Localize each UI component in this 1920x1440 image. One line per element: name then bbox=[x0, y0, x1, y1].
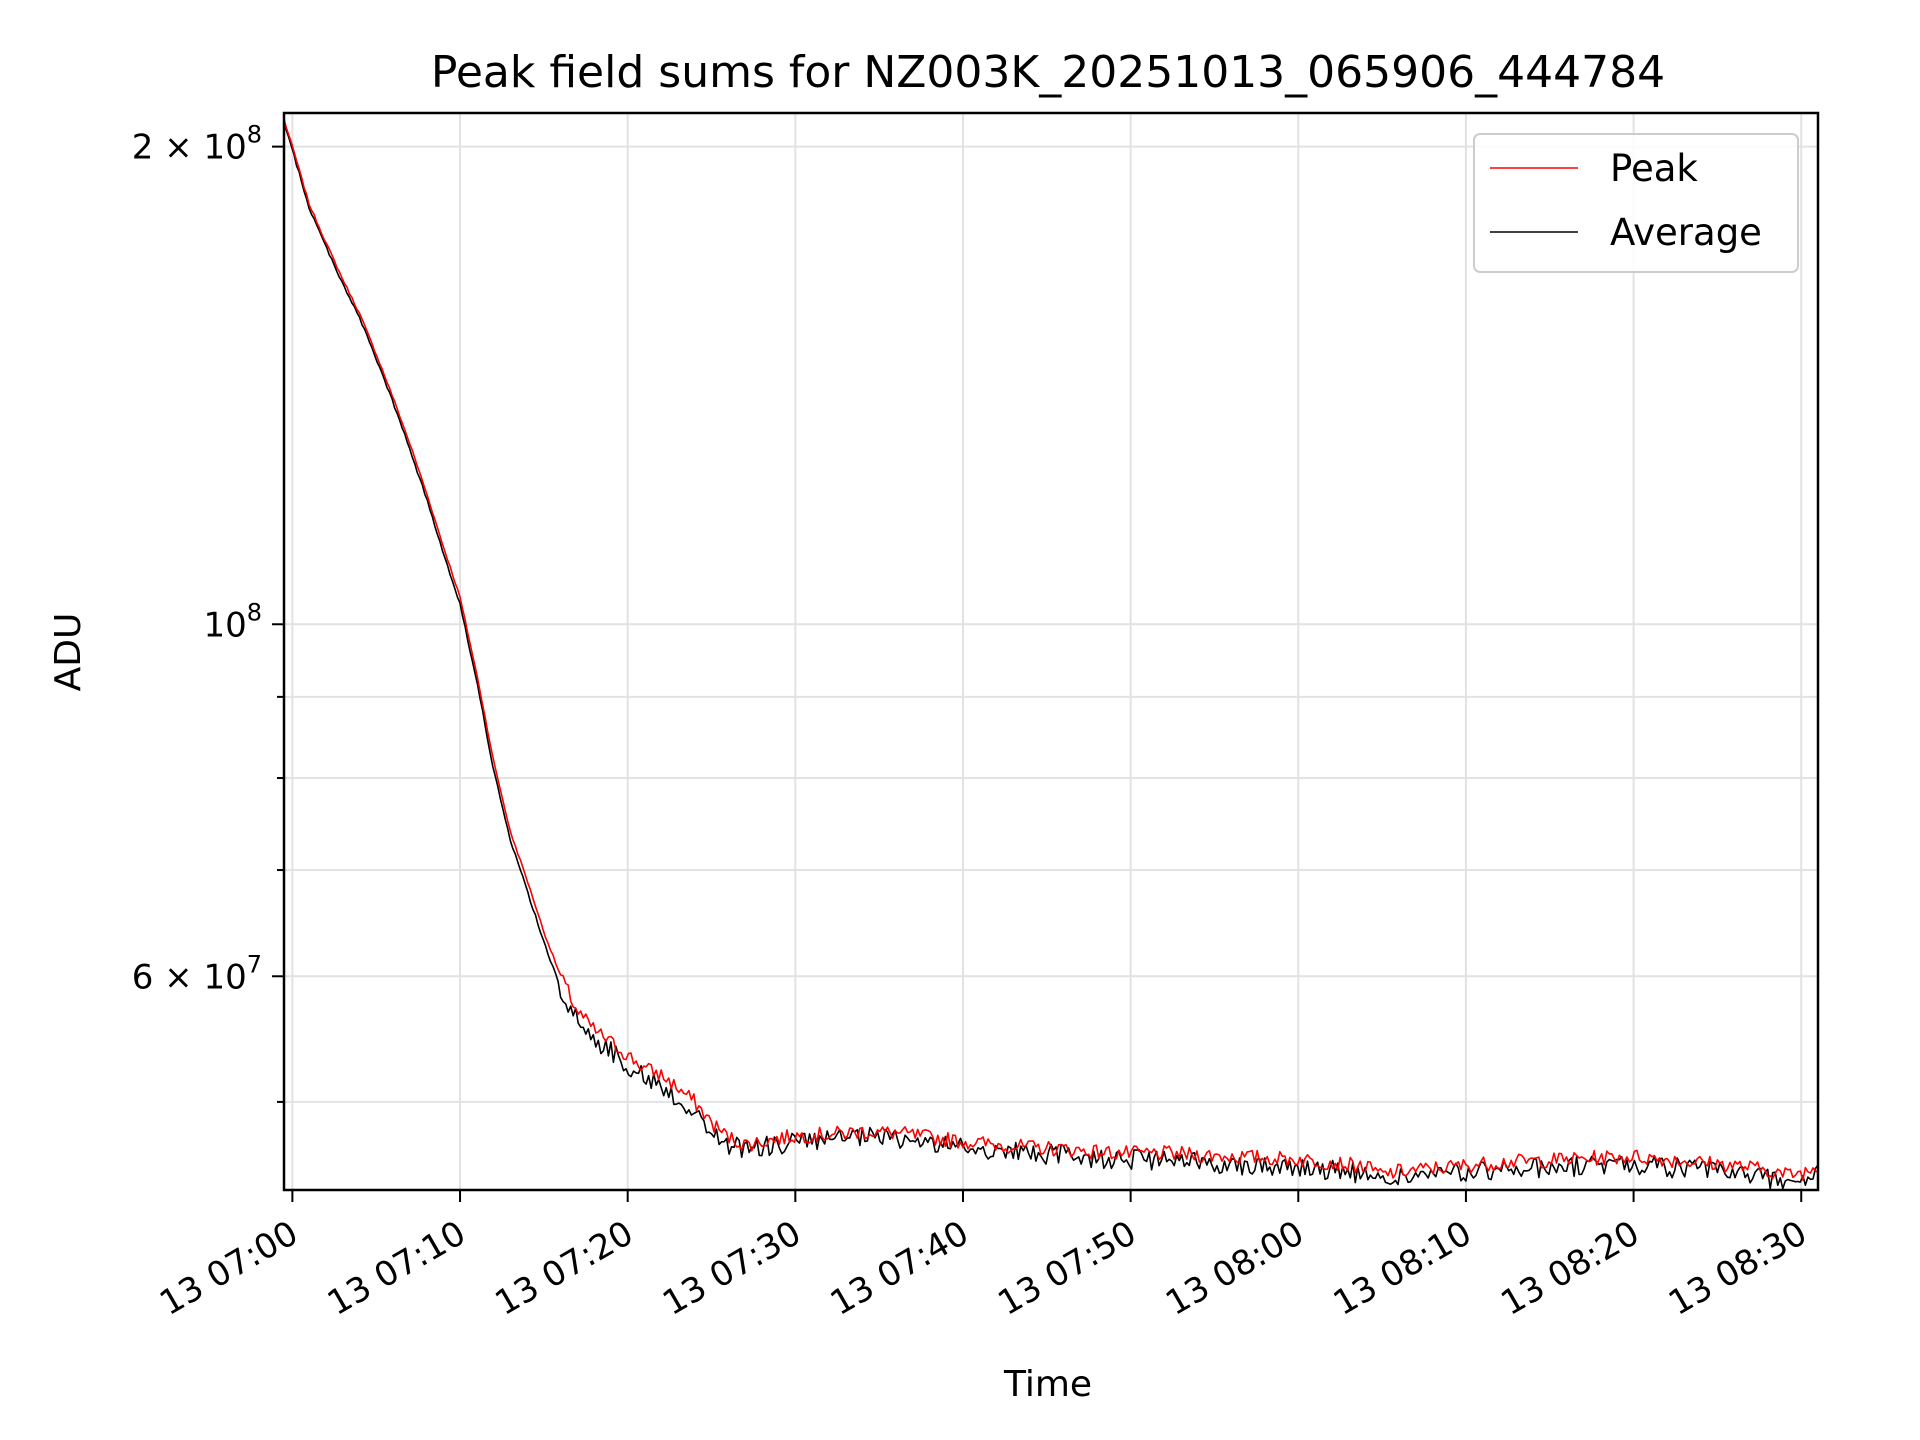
chart-title: Peak field sums for NZ003K_20251013_0659… bbox=[431, 47, 1665, 98]
series-line-peak bbox=[284, 119, 1818, 1181]
y-tick-label: 108 bbox=[203, 598, 262, 645]
x-axis-label: Time bbox=[1003, 1364, 1092, 1405]
plot-area bbox=[284, 119, 1818, 1190]
series-line-average bbox=[284, 121, 1818, 1190]
y-axis-ticks: 2 × 108 108 6 × 107 bbox=[132, 121, 284, 1103]
legend-label-peak: Peak bbox=[1610, 147, 1698, 190]
legend-label-average: Average bbox=[1610, 211, 1762, 254]
y-axis-label: ADU bbox=[48, 613, 89, 692]
y-tick-label: 6 × 107 bbox=[132, 950, 262, 997]
legend: Peak Average bbox=[1473, 133, 1799, 273]
y-tick-label: 2 × 108 bbox=[132, 121, 262, 168]
plot-frame bbox=[282, 111, 1820, 1192]
